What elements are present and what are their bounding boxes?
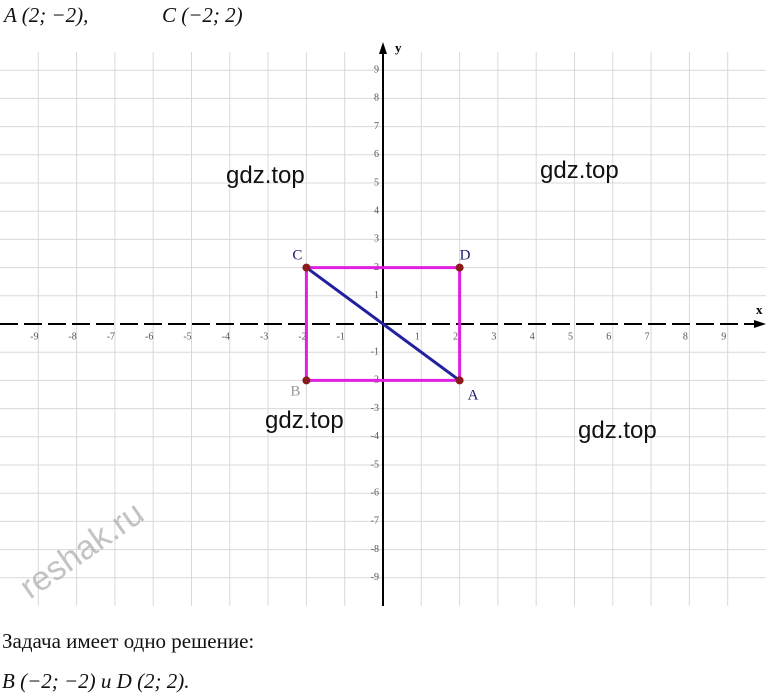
y-tick-label: 8 bbox=[374, 93, 379, 104]
x-tick-label: 2 bbox=[453, 331, 458, 342]
y-tick-label: -6 bbox=[371, 487, 379, 498]
x-axis-label: x bbox=[756, 302, 763, 317]
point-label: C bbox=[292, 248, 302, 264]
point-label: B bbox=[290, 383, 300, 399]
x-tick-label: 9 bbox=[721, 331, 726, 342]
point-label: A bbox=[468, 387, 479, 403]
x-tick-label: 3 bbox=[491, 331, 496, 342]
x-tick-label: -7 bbox=[107, 331, 115, 342]
x-tick-label: 1 bbox=[415, 331, 420, 342]
y-tick-label: -8 bbox=[371, 544, 379, 555]
watermark: gdz.top bbox=[578, 417, 657, 444]
header-text: A (2; −2), bbox=[2, 3, 88, 27]
x-tick-label: 4 bbox=[530, 331, 535, 342]
point-label: D bbox=[460, 248, 471, 264]
y-tick-label: 1 bbox=[374, 290, 379, 301]
x-tick-label: 6 bbox=[606, 331, 611, 342]
x-tick-label: 7 bbox=[645, 331, 650, 342]
watermark: gdz.top bbox=[265, 407, 344, 434]
footer-text: B (−2; −2) и D (2; 2). bbox=[2, 669, 190, 693]
y-tick-label: 6 bbox=[374, 149, 379, 160]
x-tick-label: -8 bbox=[68, 331, 76, 342]
x-tick-label: -5 bbox=[183, 331, 191, 342]
header-text: C (−2; 2) bbox=[162, 3, 243, 27]
y-tick-label: 5 bbox=[374, 177, 379, 188]
x-tick-label: -1 bbox=[337, 331, 345, 342]
footer-text: Задача имеет одно решение: bbox=[2, 629, 254, 653]
y-tick-label: -9 bbox=[371, 572, 379, 583]
x-tick-label: -9 bbox=[30, 331, 38, 342]
watermark: reshak.ru bbox=[13, 494, 151, 606]
y-tick-label: 9 bbox=[374, 64, 379, 75]
x-axis-arrow bbox=[754, 320, 766, 328]
y-tick-label: -3 bbox=[371, 403, 379, 414]
y-tick-label: -5 bbox=[371, 459, 379, 470]
y-axis-label: y bbox=[395, 40, 402, 55]
x-tick-label: -2 bbox=[298, 331, 306, 342]
x-tick-label: 8 bbox=[683, 331, 688, 342]
watermark: gdz.top bbox=[226, 162, 305, 189]
x-tick-label: -4 bbox=[222, 331, 230, 342]
point bbox=[302, 263, 311, 272]
x-tick-label: -6 bbox=[145, 331, 153, 342]
point bbox=[455, 263, 464, 272]
y-tick-label: 4 bbox=[374, 205, 379, 216]
y-tick-label: -1 bbox=[371, 346, 379, 357]
y-tick-label: 3 bbox=[374, 234, 379, 245]
y-tick-label: 7 bbox=[374, 121, 379, 132]
y-axis-arrow bbox=[379, 42, 387, 54]
x-tick-label: -3 bbox=[260, 331, 268, 342]
point bbox=[302, 376, 311, 385]
x-tick-label: 5 bbox=[568, 331, 573, 342]
y-tick-label: -7 bbox=[371, 516, 379, 527]
y-tick-label: -4 bbox=[371, 431, 379, 442]
point bbox=[455, 376, 464, 385]
watermark: gdz.top bbox=[540, 157, 619, 184]
diagonal bbox=[305, 266, 461, 382]
